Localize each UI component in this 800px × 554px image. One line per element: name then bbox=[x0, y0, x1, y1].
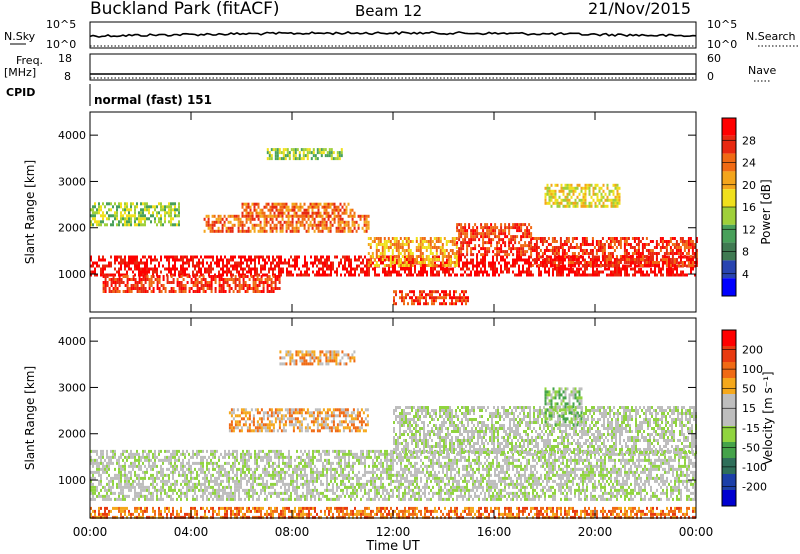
colorbar-swatch bbox=[722, 171, 736, 190]
freq-tick-low: 8 bbox=[64, 70, 71, 83]
power-heatmap bbox=[90, 148, 698, 306]
nave-label: Nave bbox=[748, 64, 776, 77]
colorbar-tick-label: 28 bbox=[742, 134, 756, 147]
colorbar-swatch bbox=[722, 224, 736, 243]
nsky-tick-high: 10^5 bbox=[46, 18, 76, 31]
cpid-label: CPID bbox=[6, 86, 35, 99]
colorbar-swatch bbox=[722, 330, 736, 346]
nave-tick-high: 60 bbox=[707, 52, 721, 65]
colorbar-swatch bbox=[722, 346, 736, 362]
x-tick-label: 00:00 bbox=[679, 525, 714, 539]
x-tick-label: 12:00 bbox=[376, 525, 411, 539]
colorbar-swatch bbox=[722, 410, 736, 426]
velocity-ylabel: Slant Range [km] bbox=[23, 366, 37, 470]
date-title: 21/Nov/2015 bbox=[588, 0, 691, 18]
scatter-band bbox=[90, 202, 180, 227]
x-tick-label: 08:00 bbox=[275, 525, 310, 539]
scatter-band bbox=[203, 214, 370, 233]
colorbar-tick-label: -200 bbox=[742, 480, 767, 493]
colorbar-tick-label: 20 bbox=[742, 179, 756, 192]
colorbar-swatch bbox=[722, 394, 736, 410]
colorbar-tick-label: -100 bbox=[742, 461, 767, 474]
y-tick-label: 3000 bbox=[58, 381, 86, 394]
freq-panel bbox=[89, 53, 697, 81]
y-tick-label: 1000 bbox=[58, 268, 86, 281]
colorbar-swatch bbox=[722, 278, 736, 296]
nsearch-label: N.Search bbox=[746, 30, 796, 43]
colorbar-tick-label: -50 bbox=[742, 441, 760, 454]
colorbar-swatch bbox=[722, 458, 736, 474]
scatter-band bbox=[266, 148, 343, 161]
scatter-band bbox=[531, 237, 698, 267]
colorbar-swatch bbox=[722, 260, 736, 279]
colorbar-swatch bbox=[722, 207, 736, 225]
scatter-band bbox=[102, 275, 281, 293]
time-x-axis: 00:00 04:00 08:00 12:00 16:00 20:00 00:00 bbox=[73, 112, 714, 539]
colorbar-swatch bbox=[722, 135, 736, 154]
scatter-band bbox=[228, 408, 369, 433]
colorbar-swatch bbox=[722, 118, 736, 136]
freq-tick-high: 18 bbox=[58, 52, 72, 65]
colorbar-swatch bbox=[722, 490, 736, 506]
colorbar-swatch bbox=[722, 474, 736, 490]
colorbar-tick-label: 200 bbox=[742, 344, 763, 357]
nsearch-tick-high: 10^5 bbox=[707, 18, 737, 31]
scatter-band bbox=[90, 449, 696, 501]
y-tick-label: 2000 bbox=[58, 222, 86, 235]
colorbar-tick-label: 12 bbox=[742, 223, 756, 236]
freq-unit: [MHz] bbox=[4, 66, 36, 79]
power-ylabel: Slant Range [km] bbox=[23, 160, 37, 264]
cpid-value: normal (fast) 151 bbox=[94, 93, 212, 107]
y-tick-label: 2000 bbox=[58, 428, 86, 441]
colorbar-tick-label: 100 bbox=[742, 363, 763, 376]
station-title: Buckland Park (fitACF) bbox=[90, 0, 280, 19]
freq-label: Freq. bbox=[16, 54, 43, 67]
colorbar-swatch bbox=[722, 189, 736, 207]
colorbar-tick-label: 24 bbox=[742, 157, 756, 170]
power-colorbar-label: Power [dB] bbox=[759, 179, 773, 244]
colorbar-swatch bbox=[722, 442, 736, 458]
x-tick-label: 04:00 bbox=[174, 525, 209, 539]
y-tick-label: 4000 bbox=[58, 129, 86, 142]
velocity-colorbar: 200 100 50 15 -15 -50 -100 -200 bbox=[721, 329, 767, 507]
colorbar-swatch bbox=[722, 426, 736, 442]
nave-tick-low: 0 bbox=[707, 70, 714, 83]
scatter-band bbox=[544, 387, 583, 427]
scatter-band bbox=[90, 506, 696, 519]
x-axis-label: Time UT bbox=[365, 539, 419, 554]
y-tick-label: 4000 bbox=[58, 335, 86, 348]
colorbar-tick-label: 50 bbox=[742, 383, 756, 396]
nsky-label: N.Sky bbox=[4, 30, 36, 43]
power-y-axis: 4000 3000 2000 1000 bbox=[58, 129, 696, 281]
colorbar-tick-label: -15 bbox=[742, 422, 760, 435]
nsearch-tick-low: 10^0 bbox=[707, 38, 737, 51]
colorbar-swatch bbox=[722, 378, 736, 394]
scatter-band bbox=[279, 350, 356, 366]
scatter-band bbox=[456, 223, 533, 257]
velocity-heatmap bbox=[90, 350, 697, 519]
nsky-tick-low: 10^0 bbox=[46, 38, 76, 51]
colorbar-swatch bbox=[722, 362, 736, 378]
x-tick-label: 00:00 bbox=[73, 525, 108, 539]
scatter-band bbox=[367, 237, 458, 267]
scatter-band bbox=[241, 202, 356, 218]
colorbar-tick-label: 4 bbox=[742, 268, 749, 281]
scatter-band bbox=[544, 183, 621, 208]
colorbar-tick-label: 8 bbox=[742, 246, 749, 259]
nsky-trace bbox=[89, 30, 697, 38]
velocity-y-axis: 4000 3000 2000 1000 bbox=[58, 335, 696, 487]
power-colorbar: 28 24 20 16 12 8 4 bbox=[721, 117, 756, 297]
x-tick-label: 16:00 bbox=[477, 525, 512, 539]
velocity-colorbar-label: Velocity [m s⁻¹] bbox=[761, 371, 775, 464]
beam-title: Beam 12 bbox=[355, 2, 422, 20]
y-tick-label: 1000 bbox=[58, 474, 86, 487]
y-tick-label: 3000 bbox=[58, 175, 86, 188]
x-tick-label: 20:00 bbox=[578, 525, 613, 539]
scatter-band bbox=[393, 290, 469, 306]
colorbar-tick-label: 16 bbox=[742, 201, 756, 214]
scatter-band bbox=[90, 255, 696, 277]
colorbar-tick-label: 15 bbox=[742, 402, 756, 415]
